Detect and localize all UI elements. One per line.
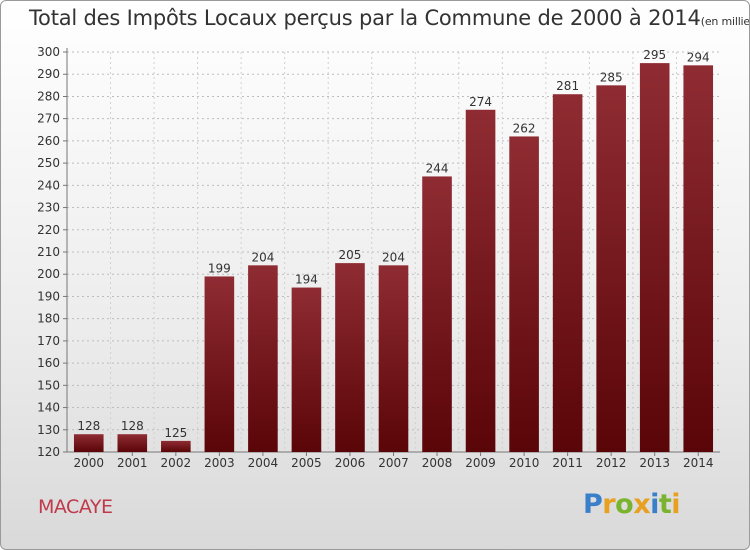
x-tick-label: 2000	[73, 456, 104, 470]
bar	[639, 63, 670, 452]
logo-letter: o	[615, 489, 634, 520]
y-tick-label: 120	[37, 445, 60, 459]
x-tick-label: 2010	[509, 456, 540, 470]
y-tick-label: 190	[37, 289, 60, 303]
logo-letter: P	[583, 489, 603, 520]
y-tick-label: 210	[37, 245, 60, 259]
y-tick-label: 160	[37, 356, 60, 370]
data-label: 194	[295, 273, 318, 287]
chart-unit-note: (en milliers d'€)	[700, 15, 750, 28]
bars	[73, 63, 714, 453]
data-label: 125	[164, 426, 187, 440]
bar	[378, 265, 409, 452]
data-label: 204	[251, 250, 274, 264]
chart-title: Total des Impôts Locaux perçus par la Co…	[29, 6, 750, 30]
proxiti-logo[interactable]: Proxiti	[583, 489, 681, 520]
x-tick-label: 2001	[117, 456, 148, 470]
bar	[465, 109, 496, 453]
x-tick-label: 2011	[552, 456, 583, 470]
y-tick-label: 180	[37, 312, 60, 326]
data-label: 204	[382, 250, 405, 264]
y-tick-label: 280	[37, 89, 60, 103]
x-tick-label: 2013	[639, 456, 670, 470]
y-tick-label: 290	[37, 67, 60, 81]
bar	[596, 85, 626, 452]
bar	[291, 287, 322, 452]
bar	[683, 65, 714, 452]
y-tick-label: 140	[37, 401, 60, 415]
data-label: 128	[77, 419, 100, 433]
y-tick-label: 220	[37, 223, 60, 237]
x-tick-label: 2004	[248, 456, 279, 470]
bar	[509, 136, 539, 452]
data-label: 285	[600, 70, 623, 84]
axes: 120 130 140 150 160 170 180 190 200 210 220 230 240 2…	[37, 45, 720, 470]
bar	[117, 434, 148, 452]
y-tick-label: 170	[37, 334, 60, 348]
data-label: 274	[469, 95, 492, 109]
x-tick-label: 2006	[335, 456, 366, 470]
x-tick-label: 2008	[422, 456, 453, 470]
logo-letter: x	[633, 489, 651, 520]
bar	[204, 276, 235, 452]
logo-letter: i	[650, 489, 659, 520]
logo-letter: t	[658, 489, 672, 520]
x-tick-label: 2012	[596, 456, 627, 470]
y-tick-label: 260	[37, 134, 60, 148]
bar	[335, 263, 365, 452]
bar	[248, 265, 278, 452]
y-tick-label: 130	[37, 423, 60, 437]
x-tick-label: 2009	[465, 456, 496, 470]
y-tick-label: 150	[37, 378, 60, 392]
bar	[161, 440, 191, 452]
x-tick-label: 2007	[378, 456, 409, 470]
data-label: 205	[339, 248, 362, 262]
data-label: 294	[687, 50, 710, 64]
data-label: 262	[513, 121, 536, 135]
data-label: 244	[426, 161, 449, 175]
bar	[422, 176, 452, 452]
data-labels: 128 128 125 199 204 194 205 204 244 274 262 281 285 2…	[77, 48, 709, 440]
x-tick-label: 2005	[291, 456, 322, 470]
bar	[552, 94, 583, 452]
y-tick-label: 240	[37, 178, 60, 192]
data-label: 281	[556, 79, 579, 93]
y-tick-label: 250	[37, 156, 60, 170]
x-tick-label: 2014	[683, 456, 714, 470]
data-label: 295	[643, 48, 666, 62]
data-label: 199	[208, 261, 231, 275]
bar	[73, 434, 104, 452]
y-tick-label: 200	[37, 267, 60, 281]
x-tick-label: 2003	[204, 456, 235, 470]
y-tick-label: 300	[37, 45, 60, 59]
data-label: 128	[121, 419, 144, 433]
logo-letter: r	[602, 489, 616, 520]
commune-name: MACAYE	[38, 496, 113, 518]
chart-title-text: Total des Impôts Locaux perçus par la Co…	[29, 6, 701, 30]
y-tick-label: 270	[37, 112, 60, 126]
y-tick-label: 230	[37, 201, 60, 215]
logo-letter: i	[671, 489, 681, 520]
x-tick-label: 2002	[161, 456, 192, 470]
